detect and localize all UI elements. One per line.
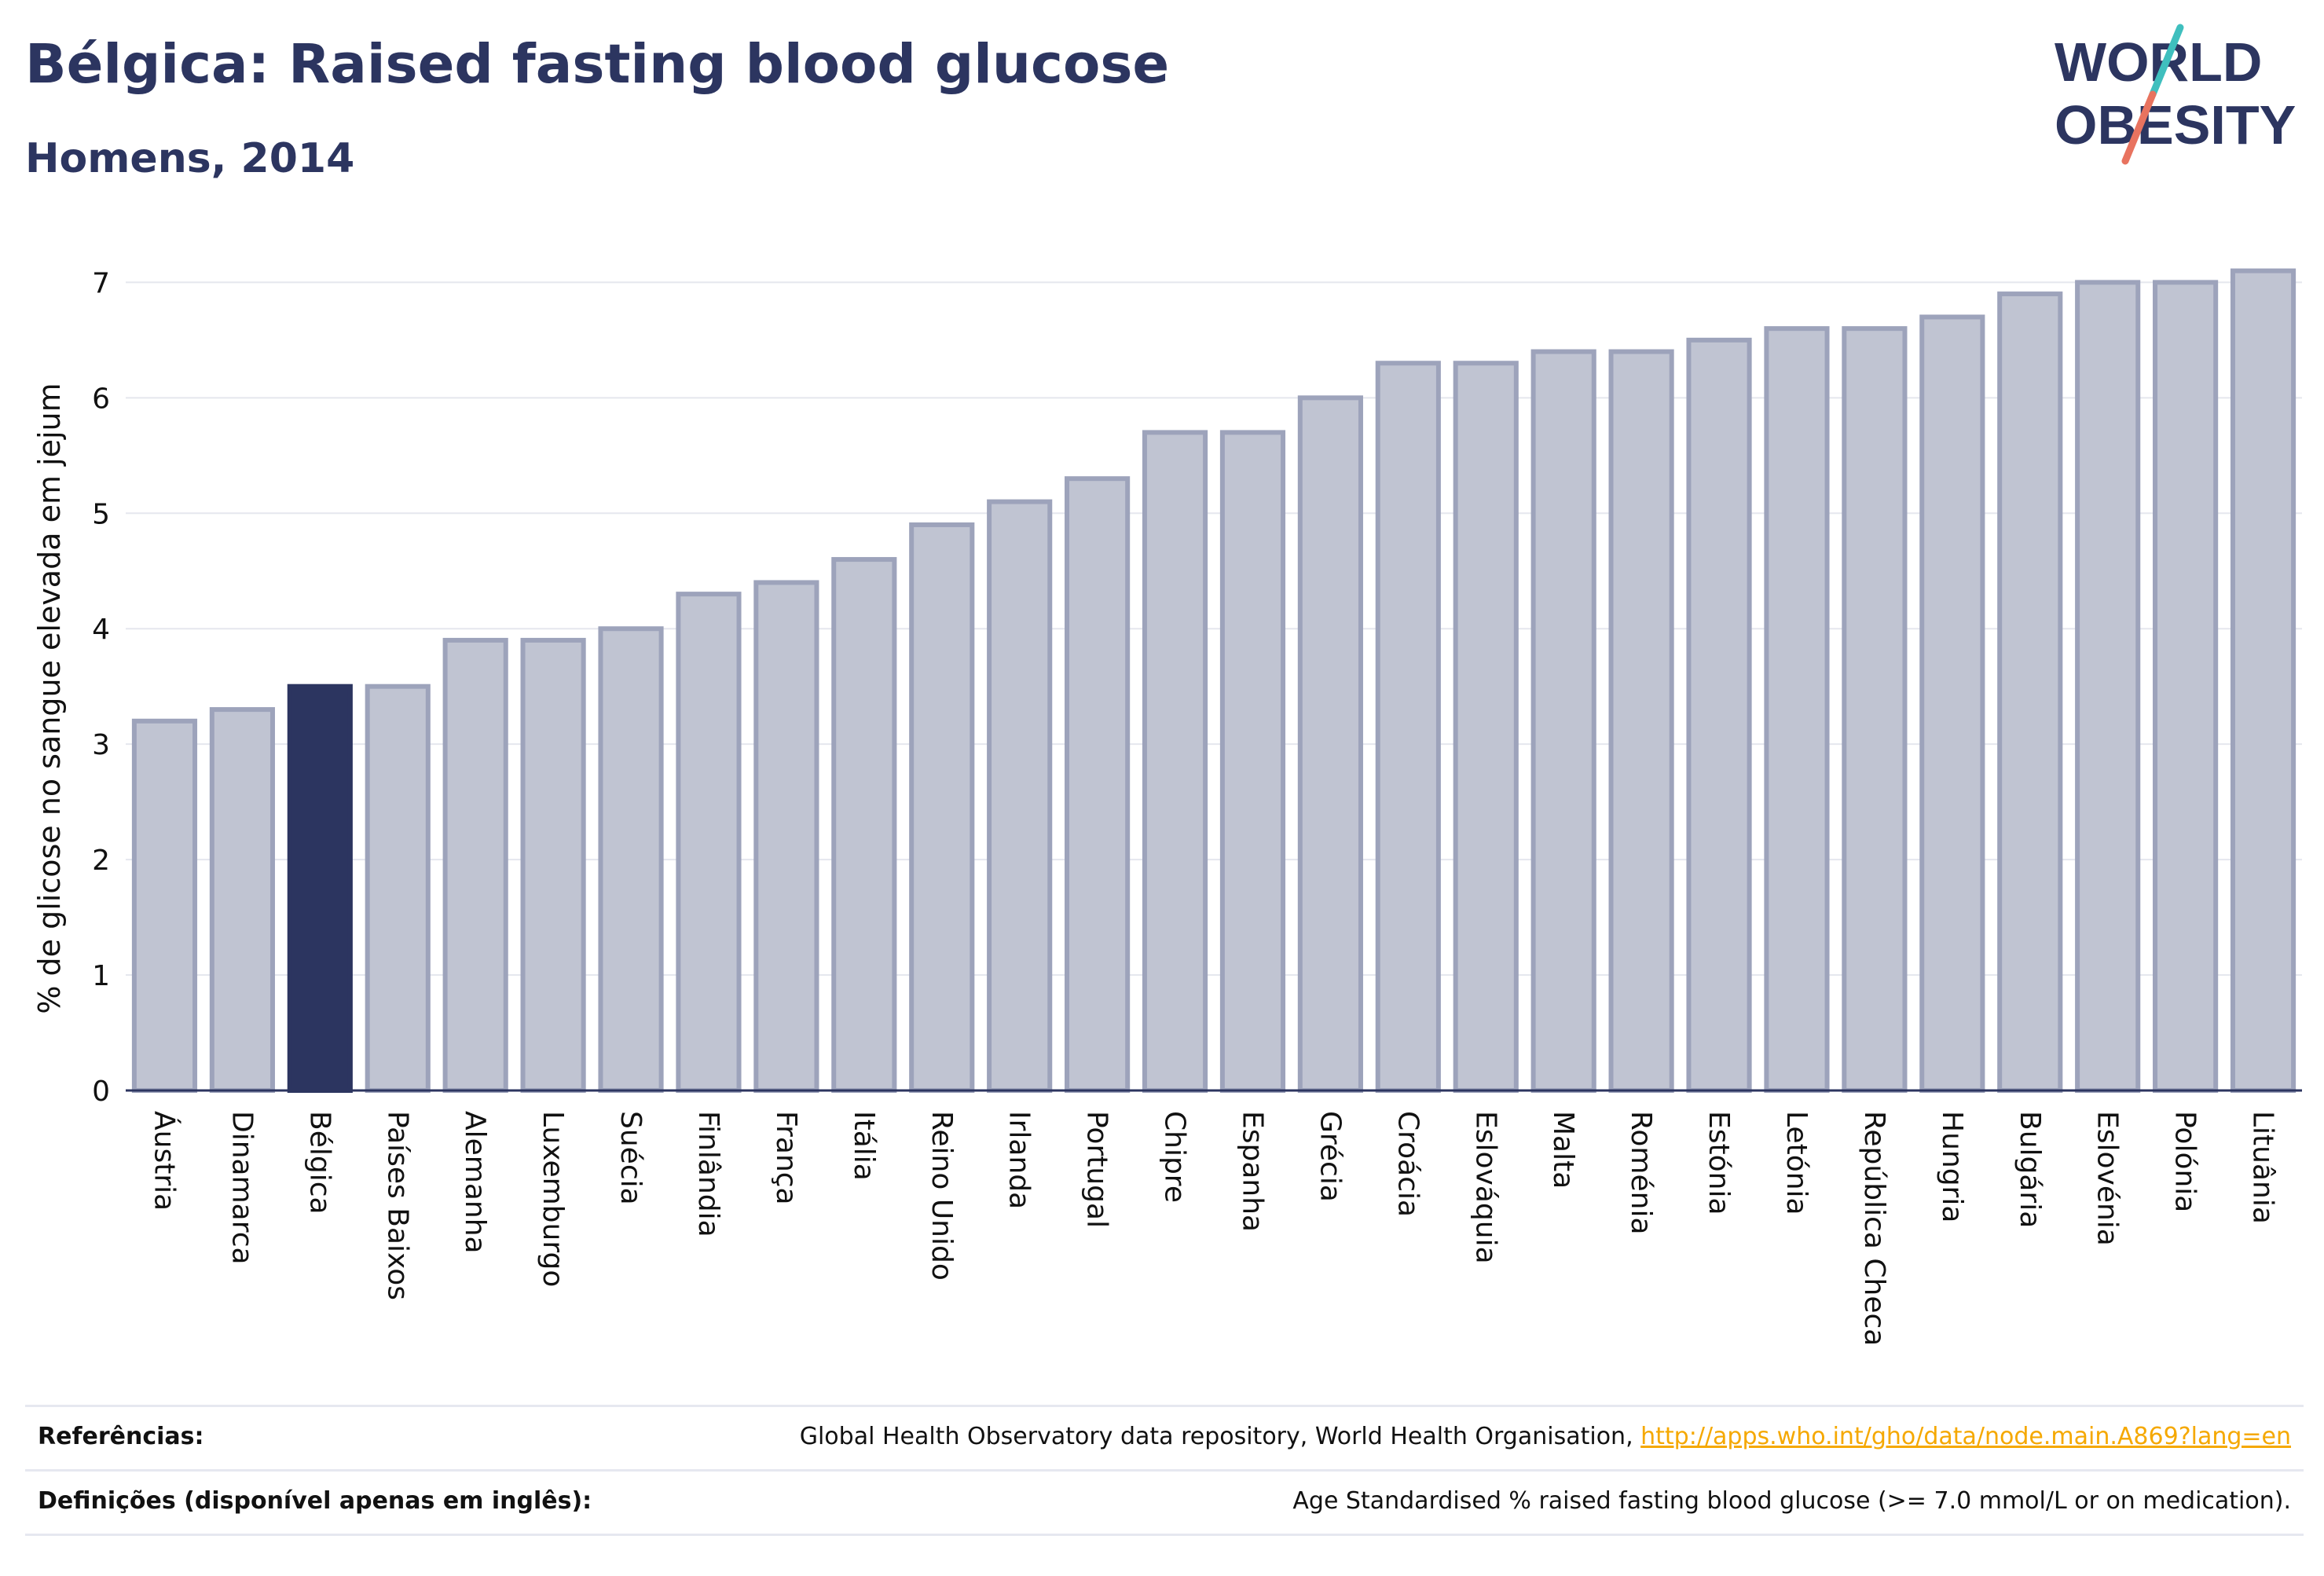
- x-tick-label: França: [770, 1111, 802, 1205]
- x-tick-label: Finlândia: [692, 1111, 724, 1237]
- x-tick-label: Letónia: [1780, 1111, 1813, 1215]
- x-tick-label: Eslovénia: [2091, 1111, 2124, 1246]
- bar: [753, 580, 819, 1093]
- x-tick-label: Malta: [1547, 1111, 1579, 1189]
- bar: [1530, 349, 1596, 1093]
- bar: [442, 637, 508, 1093]
- bar: [909, 522, 975, 1093]
- bar: [131, 718, 198, 1093]
- y-tick-label: 7: [92, 267, 110, 299]
- bar: [831, 557, 897, 1093]
- references-label: Referências:: [38, 1423, 204, 1450]
- footer-divider: [25, 1534, 2304, 1536]
- x-tick-label: Hungria: [1936, 1111, 1968, 1222]
- x-tick-label: Roménia: [1625, 1111, 1657, 1235]
- x-tick-label: Suécia: [614, 1111, 647, 1205]
- bar: [1142, 430, 1208, 1093]
- logo-slash-coral: [2121, 90, 2157, 165]
- logo-slash-teal: [2149, 24, 2184, 98]
- x-tick-label: Croácia: [1391, 1111, 1424, 1217]
- x-tick-label: Itália: [848, 1111, 880, 1181]
- y-tick-label: 6: [92, 383, 110, 415]
- x-tick-label: Reino Unido: [926, 1111, 958, 1281]
- bars: [131, 268, 2297, 1094]
- chart-title: Bélgica: Raised fasting blood glucose: [25, 33, 1170, 96]
- bar: [365, 684, 431, 1093]
- bar: [987, 499, 1053, 1093]
- definitions-text: Age Standardised % raised fasting blood …: [1292, 1487, 2291, 1515]
- x-tick-label: Polónia: [2169, 1111, 2201, 1212]
- x-tick-labels: Áustria Dinamarca Bélgica Países Baixos Alem…: [148, 1111, 2278, 1346]
- bar: [598, 626, 664, 1093]
- bar: [1842, 326, 1908, 1093]
- x-tick-label: Luxemburgo: [537, 1111, 569, 1287]
- world-obesity-logo: WORLD OBESITY: [2055, 24, 2296, 165]
- x-tick-label: Chipre: [1159, 1111, 1191, 1203]
- x-tick-label: Irlanda: [1003, 1111, 1036, 1209]
- bar: [1919, 314, 1985, 1093]
- bar: [1453, 361, 1519, 1093]
- bar: [1375, 361, 1441, 1093]
- x-tick-label: Lituânia: [2247, 1111, 2279, 1224]
- references-link[interactable]: http://apps.who.int/gho/data/node.main.A…: [1640, 1423, 2291, 1450]
- x-tick-label: Dinamarca: [225, 1111, 258, 1265]
- chart-subtitle: Homens, 2014: [25, 135, 355, 182]
- x-tick-label: Áustria: [148, 1111, 181, 1211]
- bar: [2230, 268, 2297, 1093]
- x-tick-label: Bélgica: [303, 1111, 335, 1215]
- x-tick-label: República Checa: [1858, 1111, 1890, 1346]
- bar: [1686, 337, 1752, 1094]
- bar: [2153, 280, 2219, 1093]
- bar: [1297, 395, 1363, 1094]
- x-tick-label: Portugal: [1081, 1111, 1113, 1228]
- y-tick-labels: 0 1 2 3 4 5 6 7: [92, 267, 110, 1108]
- references-value: Global Health Observatory data repositor…: [800, 1423, 2291, 1450]
- x-tick-label: Eslováquia: [1469, 1111, 1501, 1264]
- y-axis-label: % de glicose no sangue elevada em jejum: [32, 383, 67, 1013]
- bar: [1065, 476, 1131, 1093]
- references-row: Referências: Global Health Observatory d…: [25, 1405, 2304, 1470]
- y-tick-label: 3: [92, 729, 110, 761]
- x-tick-label: Espanha: [1236, 1111, 1268, 1232]
- x-tick-label: Bulgária: [2014, 1111, 2046, 1228]
- x-tick-label: Grécia: [1314, 1111, 1346, 1202]
- bar: [2075, 280, 2141, 1093]
- bar: [1608, 349, 1674, 1093]
- bar: [1219, 430, 1286, 1093]
- x-tick-label: Alemanha: [459, 1111, 491, 1254]
- bar: [209, 707, 275, 1093]
- y-tick-label: 5: [92, 498, 110, 530]
- bar: [1997, 291, 2063, 1094]
- references-text: Global Health Observatory data repositor…: [799, 1423, 1641, 1450]
- y-tick-label: 4: [92, 614, 110, 646]
- y-tick-label: 1: [92, 960, 110, 992]
- bar-chart: 0 1 2 3 4 5 6 7 Áustria Dinamarca Bélgica Países B…: [32, 267, 2302, 1346]
- bar: [287, 684, 353, 1093]
- y-tick-label: 0: [92, 1076, 110, 1108]
- bar: [676, 592, 742, 1093]
- bar: [1764, 326, 1830, 1093]
- definitions-row: Definições (disponível apenas em inglês)…: [25, 1469, 2304, 1534]
- logo-text-obesity: OBESITY: [2055, 94, 2296, 156]
- x-tick-label: Estónia: [1703, 1111, 1735, 1215]
- bar: [520, 637, 586, 1093]
- definitions-label: Definições (disponível apenas em inglês)…: [38, 1487, 592, 1515]
- x-tick-label: Países Baixos: [381, 1111, 413, 1300]
- y-tick-label: 2: [92, 845, 110, 877]
